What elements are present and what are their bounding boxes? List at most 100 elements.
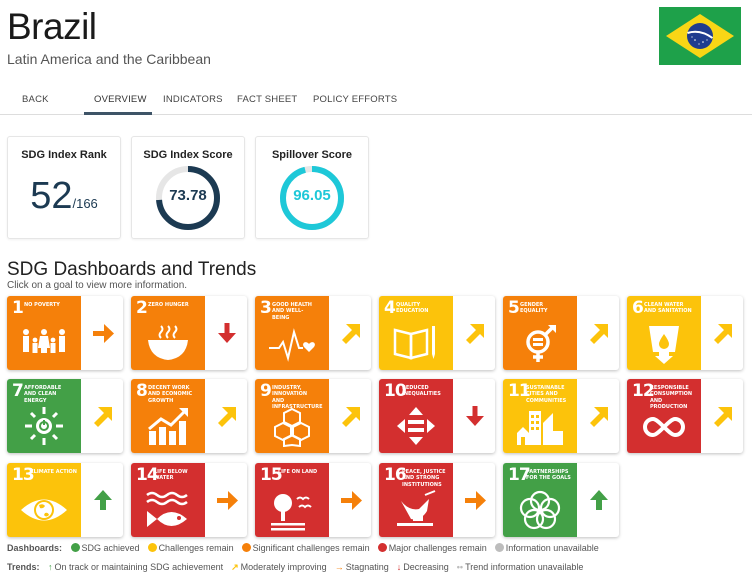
sdg-goal-tile-14[interactable]: 14 Life below water <box>131 463 247 537</box>
sun-power-icon <box>25 407 63 445</box>
legend-item: SDG achieved <box>70 543 140 553</box>
eye-globe-icon <box>21 499 67 521</box>
goal-status-panel: 17 Partnerships for the goals <box>503 463 577 537</box>
goal-number: 9 <box>260 381 272 401</box>
legend-item-label: Major challenges remain <box>388 543 487 553</box>
card-title: Spillover Score <box>271 149 353 161</box>
goal-name: Quality education <box>396 302 429 315</box>
section-title: SDG Dashboards and Trends <box>7 259 257 280</box>
goal-status-panel: 3 Good health and well-being <box>255 296 329 370</box>
sdg-goal-tile-5[interactable]: 5 Gender equality <box>503 296 619 370</box>
sdg-goal-tile-3[interactable]: 3 Good health and well-being <box>255 296 371 370</box>
legend-label: Trends: <box>7 562 40 572</box>
goal-name: Clean water and sanitation <box>644 302 692 315</box>
goal-number: 14 <box>136 465 159 485</box>
rank-value: 52/166 <box>8 175 120 218</box>
trend-on-track-icon <box>94 490 112 510</box>
trend-stagnating-icon <box>93 324 114 343</box>
goal-name: Good health and well-being <box>272 302 312 321</box>
legend-item-label: Decreasing <box>403 562 449 572</box>
tab-overview[interactable]: OVERVIEW <box>94 94 147 105</box>
section-subtitle: Click on a goal to view more information… <box>7 280 188 291</box>
goal-status-panel: 12 Responsible consumption and production <box>627 379 701 453</box>
trend-moderately-improving-icon <box>218 407 236 427</box>
infinity-icon <box>643 416 685 438</box>
goal-status-panel: 4 Quality education <box>379 296 453 370</box>
growth-chart-icon <box>148 408 188 445</box>
goal-status-panel: 15 Life on land <box>255 463 329 537</box>
goal-name: Affordable and clean energy <box>24 385 62 404</box>
sdg-goal-tile-7[interactable]: 7 Affordable and clean energy <box>7 379 123 453</box>
legend-item: •• Trend information unavailable <box>457 562 584 572</box>
trend-arrow-icon: ↓ <box>396 562 402 572</box>
goal-name: Partnerships for the goals <box>526 469 571 482</box>
trend-on-track-icon <box>590 490 608 510</box>
goal-name: Climate action <box>30 469 77 475</box>
trend-moderately-improving-icon <box>342 407 360 427</box>
trend-moderately-improving-icon <box>466 324 484 344</box>
sdg-goal-tile-17[interactable]: 17 Partnerships for the goals <box>503 463 619 537</box>
sdg-goal-tile-12[interactable]: 12 Responsible consumption and production <box>627 379 743 453</box>
tab-indicators[interactable]: INDICATORS <box>163 94 223 105</box>
sdg-index-score-card: SDG Index Score 73.78 <box>131 136 245 239</box>
cubes-icon <box>274 407 310 447</box>
sdg-goal-tile-10[interactable]: 10 Reduced inequalities <box>379 379 495 453</box>
family-icon <box>23 329 65 353</box>
goal-number: 10 <box>384 381 407 401</box>
goal-name: No poverty <box>24 302 60 308</box>
card-title: SDG Index Rank <box>21 149 107 161</box>
goal-name: Peace, justice and strong institutions <box>402 469 446 488</box>
trend-decreasing-icon <box>218 323 236 343</box>
goal-name: Decent work and economic growth <box>148 385 193 404</box>
sdg-goal-tile-8[interactable]: 8 Decent work and economic growth <box>131 379 247 453</box>
legend-item-label: Trend information unavailable <box>465 562 584 572</box>
status-dot-icon <box>494 543 504 552</box>
legend-item-label: SDG achieved <box>81 543 140 553</box>
goal-number: 17 <box>508 465 531 485</box>
goal-number: 6 <box>632 298 644 318</box>
nav-tabs: BACK OVERVIEW INDICATORS FACT SHEET POLI… <box>0 84 752 115</box>
sdg-goal-tile-1[interactable]: 1 No poverty <box>7 296 123 370</box>
book-icon <box>393 326 435 360</box>
score-value: 73.78 <box>169 187 207 204</box>
legend-item: ↑ On track or maintaining SDG achievement <box>48 562 223 572</box>
legend-item-label: Stagnating <box>345 562 389 572</box>
goal-number: 13 <box>12 465 35 485</box>
water-glass-icon <box>649 326 679 364</box>
card-title: SDG Index Score <box>143 149 233 161</box>
sdg-goal-tile-13[interactable]: 13 Climate action <box>7 463 123 537</box>
sdg-goal-tile-9[interactable]: 9 Industry, innovation and infrastructure <box>255 379 371 453</box>
sdg-index-rank-card: SDG Index Rank 52/166 <box>7 136 121 239</box>
tab-fact-sheet[interactable]: FACT SHEET <box>237 94 298 105</box>
heartbeat-icon <box>269 328 315 362</box>
goal-number: 1 <box>12 298 24 318</box>
goal-number: 11 <box>508 381 531 401</box>
legend-item: Significant challenges remain <box>241 543 370 553</box>
tab-back[interactable]: BACK <box>22 94 49 105</box>
region-subtitle: Latin America and the Caribbean <box>7 51 211 67</box>
score-ring-chart <box>156 166 220 230</box>
spillover-value: 96.05 <box>293 187 331 204</box>
legend-label: Dashboards: <box>7 543 63 553</box>
gender-icon <box>526 325 556 362</box>
legend-item: Challenges remain <box>147 543 234 553</box>
legend-item: → Stagnating <box>335 562 389 572</box>
sdg-goal-tile-2[interactable]: 2 Zero hunger <box>131 296 247 370</box>
sdg-goal-tile-15[interactable]: 15 Life on land <box>255 463 371 537</box>
sdg-goal-tile-11[interactable]: 11 Sustainable cities and communities <box>503 379 619 453</box>
goal-status-panel: 2 Zero hunger <box>131 296 205 370</box>
goal-name: Zero hunger <box>148 302 189 308</box>
trends-legend: Trends: ↑ On track or maintaining SDG ach… <box>7 562 591 573</box>
sdg-goal-tile-4[interactable]: 4 Quality education <box>379 296 495 370</box>
legend-item-label: Moderately improving <box>240 562 327 572</box>
legend-item: Major challenges remain <box>377 543 487 553</box>
goal-number: 15 <box>260 465 283 485</box>
tab-policy-efforts[interactable]: POLICY EFFORTS <box>313 94 398 105</box>
sdg-goal-tile-16[interactable]: 16 Peace, justice and strong institutions <box>379 463 495 537</box>
trend-decreasing-icon <box>466 406 484 426</box>
sdg-goal-tile-6[interactable]: 6 Clean water and sanitation <box>627 296 743 370</box>
goal-status-panel: 10 Reduced inequalities <box>379 379 453 453</box>
goal-name: Gender equality <box>520 302 548 315</box>
trend-arrow-icon: ↗ <box>231 562 239 572</box>
tree-birds-icon <box>271 494 312 531</box>
